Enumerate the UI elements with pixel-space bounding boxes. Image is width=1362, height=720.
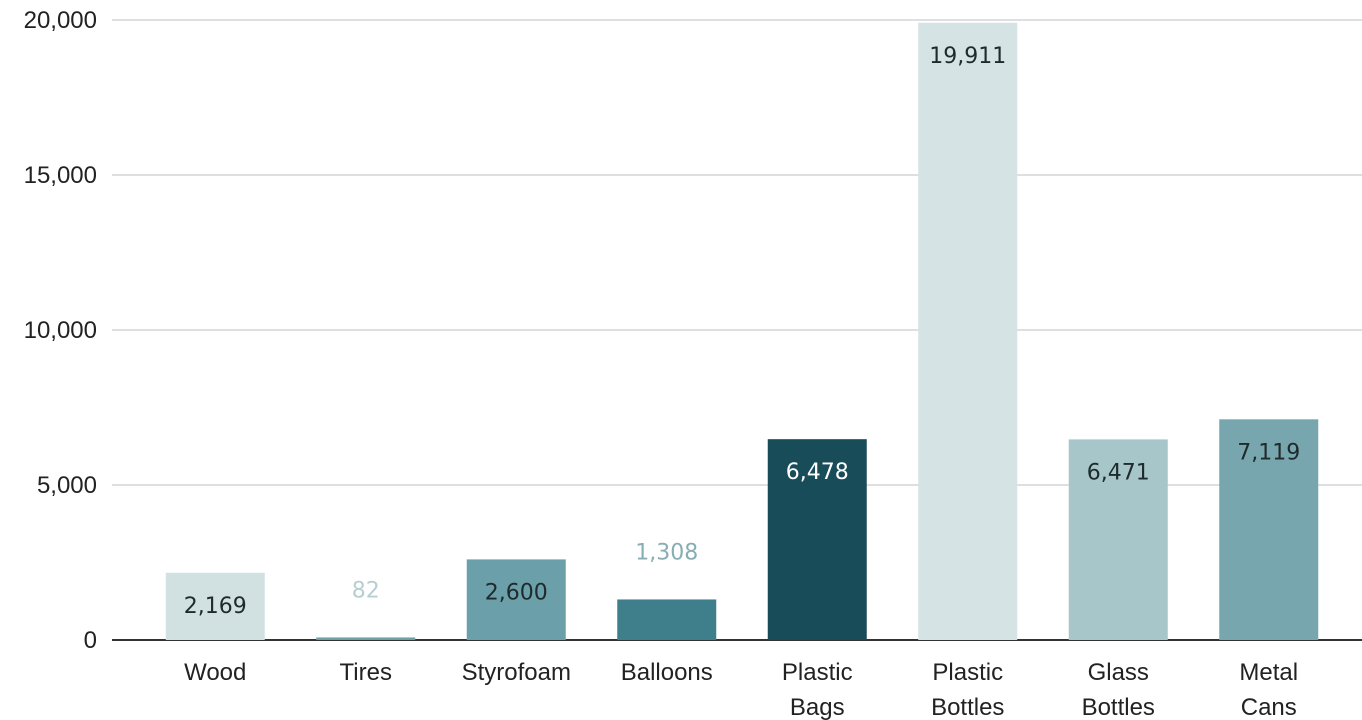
data-label: 6,478	[786, 460, 849, 485]
data-label: 2,169	[184, 594, 247, 619]
x-tick-label: Cans	[1241, 694, 1297, 720]
y-tick-label: 5,000	[37, 472, 97, 499]
x-tick-label: Metal	[1239, 659, 1298, 686]
bar	[165, 572, 265, 640]
x-tick-label: Bags	[790, 694, 845, 720]
x-tick-label: Glass	[1088, 659, 1149, 686]
x-tick-label: Tires	[340, 659, 392, 686]
y-axis-ticks: 0 5,000 10,000 15,000 20,000	[24, 7, 97, 654]
bar	[767, 439, 867, 640]
x-axis-ticks: Wood Tires Styrofoam Balloons Plastic Bags Pla…	[184, 659, 1298, 720]
x-tick-label: Bottles	[1082, 694, 1155, 720]
data-label: 19,911	[929, 44, 1006, 69]
bar	[1068, 439, 1168, 640]
data-label: 6,471	[1087, 460, 1150, 485]
y-tick-label: 15,000	[24, 162, 97, 189]
x-tick-label: Bottles	[931, 694, 1004, 720]
data-label: 1,308	[635, 540, 698, 565]
bar	[316, 637, 416, 640]
data-label: 2,600	[485, 580, 548, 605]
bar	[617, 599, 717, 640]
gridlines	[112, 19, 1362, 641]
x-tick-label: Plastic	[932, 659, 1003, 686]
bars	[165, 22, 1319, 641]
y-tick-label: 20,000	[24, 7, 97, 34]
bar	[466, 559, 566, 640]
y-tick-label: 0	[84, 627, 97, 654]
data-label: 82	[352, 578, 380, 603]
x-tick-label: Wood	[184, 659, 246, 686]
y-tick-label: 10,000	[24, 317, 97, 344]
data-label: 7,119	[1237, 440, 1300, 465]
x-tick-label: Balloons	[621, 659, 713, 686]
x-tick-label: Plastic	[782, 659, 853, 686]
bar	[1219, 419, 1319, 640]
bar	[918, 22, 1018, 641]
x-tick-label: Styrofoam	[462, 659, 571, 686]
value-labels: 2,169 82 2,600 1,308 6,478 19,911 6,471 7,119	[184, 44, 1300, 619]
